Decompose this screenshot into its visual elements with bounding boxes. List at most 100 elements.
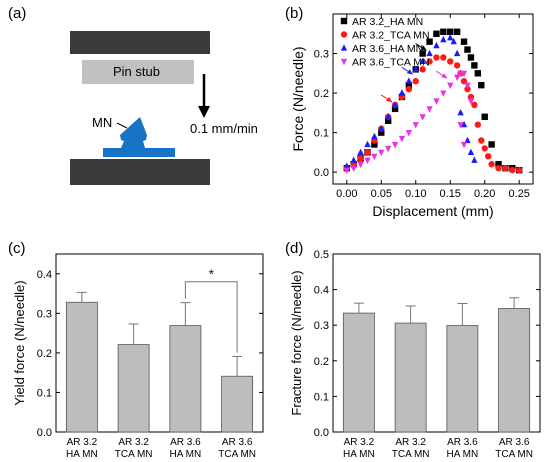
x-tick-label: 0.15 <box>440 188 461 200</box>
panel-a-label: (a) <box>8 5 27 22</box>
data-point <box>378 124 385 132</box>
category-label-line1: AR 3.2 <box>344 437 375 448</box>
data-point <box>419 66 426 73</box>
data-point <box>447 58 454 65</box>
panel-b-label: (b) <box>285 5 304 22</box>
x-axis-title: Displacement (mm) <box>372 203 493 219</box>
category-label-line2: HA MN <box>343 449 375 460</box>
category-label-line2: TCA MN <box>392 449 430 460</box>
data-point <box>384 145 392 153</box>
x-tick-label: 0.25 <box>508 188 529 200</box>
data-point <box>467 98 475 105</box>
y-tick-label: 0.1 <box>37 387 52 399</box>
data-point <box>516 166 523 174</box>
annotation-arrow-head <box>386 96 393 102</box>
category-label-line2: TCA MN <box>115 449 153 460</box>
data-point <box>426 38 433 45</box>
data-point <box>412 65 419 72</box>
data-point <box>460 141 468 149</box>
significance-bracket <box>184 281 238 353</box>
legend-marker <box>340 31 348 38</box>
data-point <box>471 101 478 109</box>
data-point <box>405 85 413 93</box>
data-point <box>460 120 468 128</box>
data-point <box>343 167 350 174</box>
chart-c-axes: 0.0 0.1 0.2 0.3 0.4 Yield force (N/needle) AR … <box>12 253 264 460</box>
data-point <box>357 148 364 155</box>
category-label-line1: AR 3.6 <box>447 437 478 448</box>
data-point <box>371 141 378 148</box>
bar <box>446 325 479 433</box>
data-point <box>391 141 399 149</box>
series-4 <box>343 70 475 174</box>
x-tick-label: 0.05 <box>371 188 392 200</box>
data-point <box>433 98 440 105</box>
data-point <box>474 121 482 128</box>
legend-marker <box>340 17 348 25</box>
data-point <box>343 162 350 169</box>
data-point <box>453 28 461 35</box>
category-label-line2: HA MN <box>447 449 479 460</box>
plot-frame <box>332 253 541 433</box>
data-point <box>464 136 471 144</box>
annotation-arrow-head <box>406 69 413 75</box>
data-point <box>464 46 471 53</box>
data-point <box>495 161 502 168</box>
annotation-arrow-head <box>441 73 448 79</box>
data-point <box>364 149 371 156</box>
legend-marker <box>340 58 348 66</box>
data-point <box>460 38 468 45</box>
legend-label: AR 3.6_TCA MN <box>352 57 430 69</box>
data-point <box>474 70 482 77</box>
chart-d-axes: 0.0 0.1 0.2 0.3 0.4 0.5 Fracture force (N/need… <box>289 249 541 460</box>
y-tick-label: 0.3 <box>37 308 52 320</box>
data-point <box>364 157 371 165</box>
category-label-line1: AR 3.6 <box>170 437 201 448</box>
data-point <box>440 90 447 97</box>
y-tick-label: 0.1 <box>314 391 329 403</box>
bar <box>342 312 375 433</box>
data-point <box>457 109 464 116</box>
category-label-line2: TCA MN <box>218 449 256 460</box>
category-label-line1: AR 3.2 <box>118 437 149 448</box>
data-point <box>464 82 471 89</box>
data-point <box>405 81 413 89</box>
data-point <box>453 74 461 82</box>
data-point <box>457 122 464 129</box>
data-point <box>384 117 392 124</box>
mn-label: MN <box>92 115 113 130</box>
chart-b-axes: 0.00 0.05 0.10 0.15 0.20 0.25 0.0 0.1 0.2 0.3 Disp… <box>290 13 534 219</box>
chart-d-bars <box>342 297 531 433</box>
data-point <box>405 130 413 137</box>
data-point <box>405 77 413 84</box>
data-point <box>433 30 440 37</box>
data-point <box>509 166 516 174</box>
data-point <box>471 156 478 163</box>
category-label-line2: HA MN <box>170 449 202 460</box>
y-tick-label: 0.0 <box>314 427 329 439</box>
data-point <box>419 114 426 121</box>
significance-marker: * <box>209 267 214 282</box>
data-point <box>391 101 399 108</box>
y-tick-label: 0.5 <box>314 249 329 261</box>
data-point <box>460 70 468 78</box>
y-tick-label: 0.2 <box>314 88 329 100</box>
data-point <box>364 140 371 148</box>
data-point <box>471 62 478 69</box>
data-point <box>478 81 485 89</box>
y-tick-label: 0.0 <box>37 427 52 439</box>
plot-frame <box>55 253 264 433</box>
data-point <box>481 113 488 120</box>
data-point <box>371 153 378 161</box>
data-point <box>433 41 440 49</box>
data-point <box>426 58 433 65</box>
legend-marker <box>340 44 348 51</box>
y-axis-title: Force (N/needle) <box>290 46 306 151</box>
y-tick-label: 0.3 <box>314 49 329 61</box>
data-point <box>484 153 492 160</box>
y-tick-label: 0.0 <box>314 167 329 179</box>
data-point <box>467 148 475 155</box>
data-point <box>440 28 447 35</box>
data-point <box>378 129 385 136</box>
